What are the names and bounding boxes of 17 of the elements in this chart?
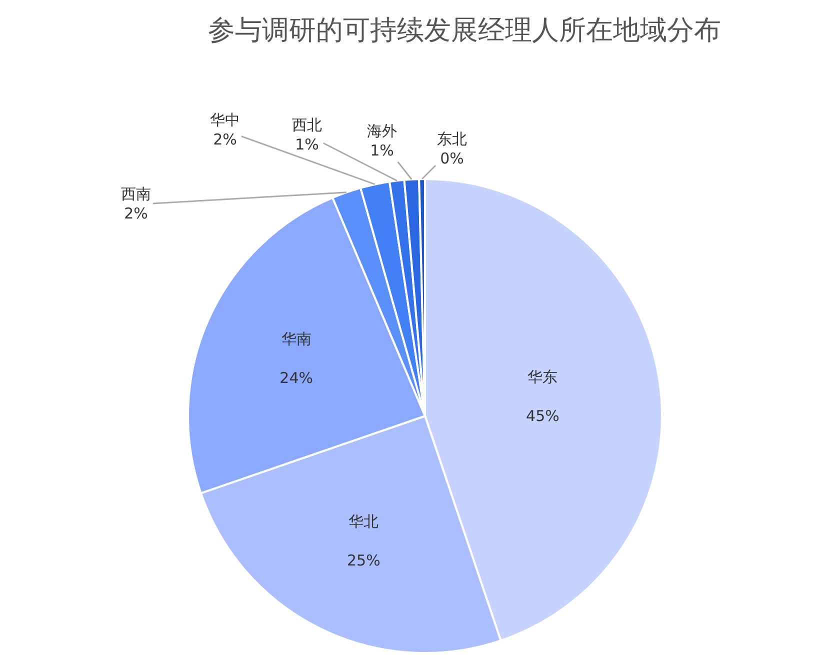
slice-label: 华东	[528, 368, 558, 386]
data-label: 2%	[213, 130, 237, 148]
data-label: 1%	[295, 136, 319, 154]
slice-label: 海外	[367, 122, 397, 140]
data-label: 25%	[347, 551, 380, 570]
slice-label: 华中	[210, 111, 240, 129]
data-label: 45%	[526, 407, 560, 426]
slice-label: 西北	[292, 116, 322, 134]
data-label: 24%	[280, 369, 313, 388]
slice-label: 华南	[281, 330, 312, 348]
slice-label: 西南	[121, 185, 151, 203]
slice-label: 东北	[437, 130, 467, 148]
data-label: 0%	[440, 150, 464, 168]
chart-title: 参与调研的可持续发展经理人所在地域分布	[208, 14, 722, 46]
data-label: 1%	[370, 142, 394, 160]
slice-label: 华北	[348, 512, 379, 530]
data-label: 2%	[124, 204, 148, 222]
